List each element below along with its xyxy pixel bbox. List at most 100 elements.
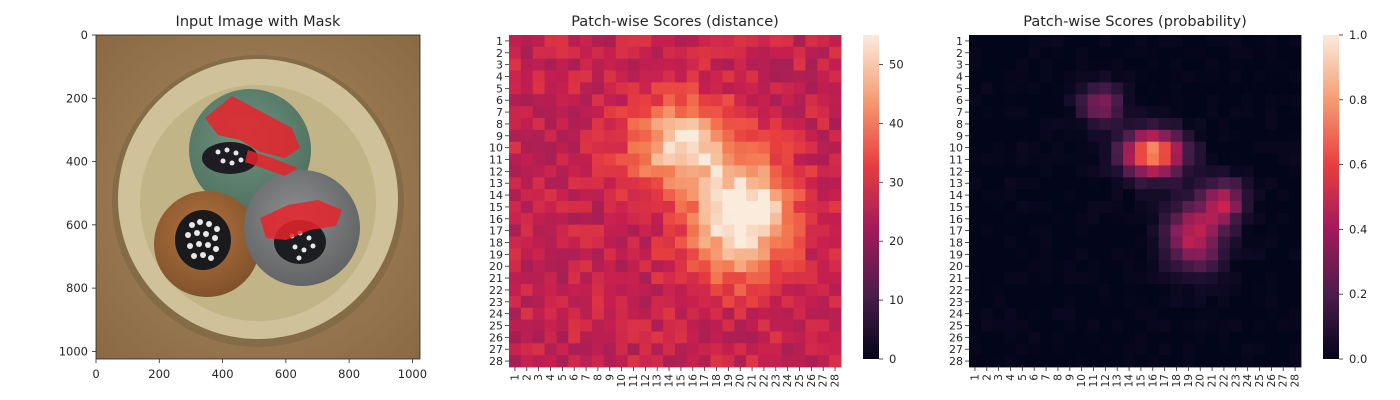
distance-cell: [805, 307, 818, 320]
probability-row-tick-label: 10: [949, 142, 963, 155]
probability-cell: [1063, 129, 1077, 143]
probability-cell: [1241, 295, 1254, 309]
distance-cell: [675, 189, 688, 202]
distance-cell: [829, 94, 842, 107]
distance-cell: [817, 82, 830, 95]
distance-cell: [817, 248, 830, 261]
distance-cell: [615, 189, 628, 202]
distance-cell: [793, 331, 806, 344]
distance-cell: [639, 307, 652, 320]
probability-cell: [980, 355, 994, 368]
distance-col-tick-label: 3: [533, 374, 545, 381]
distance-cell: [686, 46, 700, 60]
distance-cell: [686, 307, 700, 320]
probability-cell: [1158, 201, 1171, 214]
probability-cell: [1135, 331, 1148, 344]
distance-cell: [509, 224, 522, 237]
distance-cell: [592, 355, 605, 368]
probability-cell: [1146, 319, 1160, 332]
probability-cell: [1111, 141, 1124, 154]
distance-cell: [627, 106, 640, 119]
probability-cell: [1265, 70, 1278, 83]
probability-cell: [1277, 224, 1290, 237]
probability-cell: [1182, 177, 1195, 190]
distance-cell: [758, 272, 771, 285]
probability-cell: [1075, 295, 1088, 309]
distance-cell: [532, 343, 545, 356]
probability-cell: [1016, 343, 1029, 356]
probability-cell: [1253, 82, 1266, 95]
distance-cell: [675, 212, 688, 226]
probability-cell: [1206, 165, 1219, 178]
probability-cell: [1111, 35, 1124, 48]
distance-cell: [615, 343, 628, 356]
distance-cell: [686, 153, 700, 166]
probability-cell: [1087, 248, 1100, 261]
distance-cell: [627, 189, 640, 202]
distance-cell: [509, 106, 522, 119]
distance-cell: [734, 35, 747, 48]
probability-cell: [1028, 260, 1041, 273]
probability-cell: [1052, 165, 1065, 178]
distance-cell: [663, 35, 676, 48]
distance-cell: [829, 58, 842, 71]
distance-cell: [675, 106, 688, 119]
distance-cell: [675, 46, 688, 60]
probability-cell: [1194, 35, 1207, 48]
distance-cell: [734, 189, 747, 202]
probability-cell: [1040, 129, 1053, 143]
distance-cell: [746, 165, 759, 178]
probability-cell: [1170, 224, 1183, 237]
probability-row-tick-label: 20: [949, 260, 963, 273]
distance-cell: [663, 201, 676, 214]
probability-cell: [1158, 224, 1171, 237]
probability-cell: [1158, 153, 1171, 166]
distance-cell: [722, 331, 735, 344]
probability-cell: [1182, 118, 1195, 131]
probability-cell: [1146, 212, 1160, 226]
distance-cell: [698, 260, 711, 273]
distance-cell: [532, 46, 545, 60]
probability-cell: [1253, 212, 1266, 226]
distance-cell: [793, 70, 806, 83]
distance-cell: [829, 177, 842, 190]
distance-cell: [580, 295, 593, 309]
probability-cell: [1063, 35, 1077, 48]
probability-col-tick-label: 6: [1029, 374, 1041, 381]
probability-col-tick-label: 24: [1242, 374, 1254, 388]
probability-cell: [992, 236, 1005, 249]
distance-cell: [817, 284, 830, 297]
probability-cell: [1040, 224, 1053, 237]
distance-row-tick-label: 20: [489, 260, 503, 273]
probability-cell: [1194, 224, 1207, 237]
probability-cell: [1194, 307, 1207, 320]
probability-cell: [1289, 212, 1302, 226]
probability-cell: [1206, 236, 1219, 249]
probability-cell: [1289, 307, 1302, 320]
probability-cell: [1028, 319, 1041, 332]
probability-colorbar-tick-label: 0.0: [1349, 352, 1367, 366]
distance-cell: [769, 70, 783, 83]
distance-cell: [805, 129, 818, 143]
distance-cell: [639, 94, 652, 107]
distance-cell: [675, 70, 688, 83]
distance-cell: [556, 331, 569, 344]
input-image-panel: Input Image with Mask: [59, 14, 427, 381]
probability-cell: [980, 118, 994, 131]
probability-cell: [1063, 272, 1077, 285]
probability-cell: [1229, 82, 1243, 95]
distance-cell: [746, 118, 759, 131]
distance-cell: [568, 201, 581, 214]
probability-cell: [1004, 177, 1017, 190]
probability-col-tick-label: 1: [969, 374, 981, 381]
distance-cell: [509, 70, 522, 83]
distance-cell: [615, 94, 628, 107]
probability-cell: [1087, 212, 1100, 226]
probability-cell: [1075, 70, 1088, 83]
probability-cell: [1052, 284, 1065, 297]
probability-col-tick-label: 12: [1100, 374, 1112, 387]
probability-cell: [1182, 129, 1195, 143]
distance-cell: [509, 165, 522, 178]
probability-cell: [1052, 106, 1065, 119]
probability-cell: [1158, 236, 1171, 249]
